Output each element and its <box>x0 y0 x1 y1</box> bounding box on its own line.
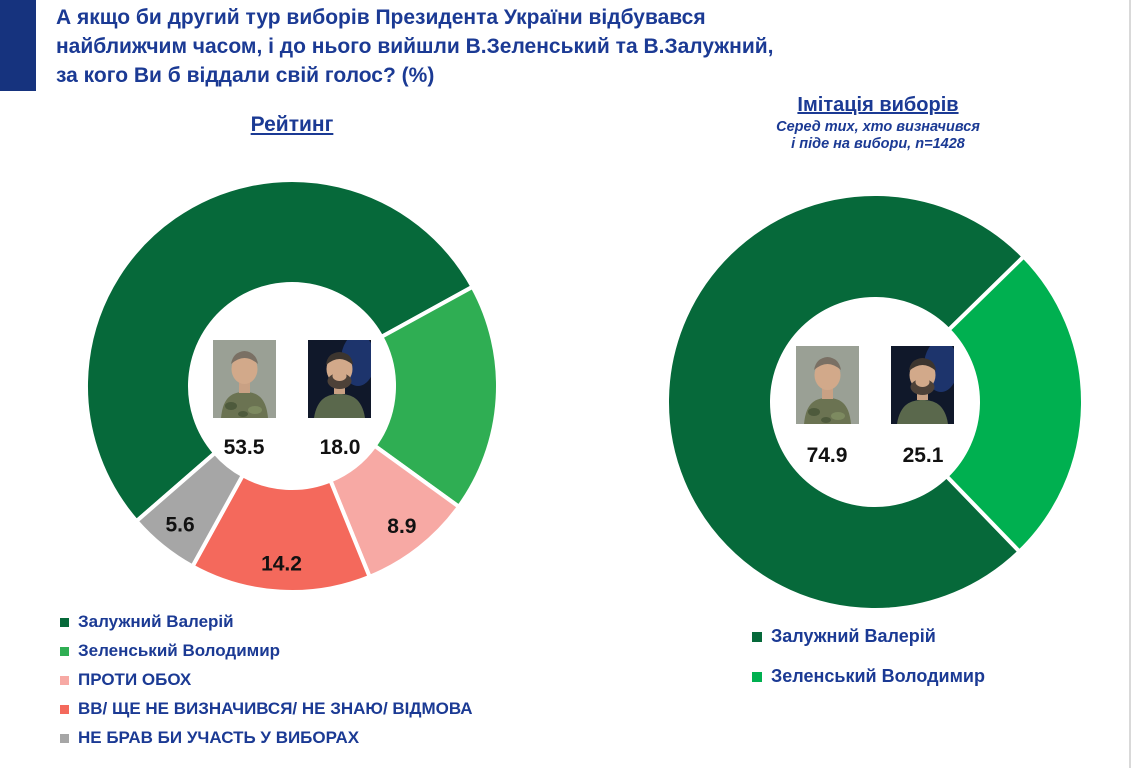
legend-label: НЕ БРАВ БИ УЧАСТЬ У ВИБОРАХ <box>78 728 360 747</box>
donut-slice <box>190 473 372 594</box>
chart-subtitle-line-2: і піде на вибори, n=1428 <box>791 136 965 152</box>
slice-value-label: 5.6 <box>165 513 194 536</box>
legend-rating: Залужний Валерій Зеленський Володимир ПРОТ… <box>60 612 473 757</box>
legend-item: НЕ БРАВ БИ УЧАСТЬ У ВИБОРАХ <box>60 728 473 748</box>
candidate-photos <box>82 340 502 418</box>
donut-slice <box>665 192 1026 612</box>
legend-label: Зеленський Володимир <box>771 666 985 686</box>
zelensky-photo <box>308 340 371 418</box>
donut-svg-imitation <box>665 192 1085 612</box>
chart-title-rating: Рейтинг <box>250 113 334 136</box>
page-title-line-1: А якщо би другий тур виборів Президента … <box>56 6 706 29</box>
donut-slice <box>84 178 475 524</box>
donut-chart-rating: 8.9 14.2 5.6 <box>82 172 502 600</box>
zaluzhnyi-photo <box>213 340 276 418</box>
donut-slice <box>944 254 1085 554</box>
page-title-line-2: найближчим часом, і до нього вийшли В.Зе… <box>56 35 774 58</box>
chart-title-imitation: Імітація виборів <box>797 94 959 116</box>
legend-imitation: Залужний Валерій Зеленський Володимир <box>752 626 985 706</box>
legend-item: ВВ/ ЩЕ НЕ ВИЗНАЧИВСЯ/ НЕ ЗНАЮ/ ВІДМОВА <box>60 699 473 719</box>
legend-label: ПРОТИ ОБОХ <box>78 670 192 689</box>
value-zelensky: 18.0 <box>319 436 361 459</box>
legend-swatch <box>60 704 69 714</box>
center-values-imitation: 74.9 25.1 <box>663 444 1087 468</box>
center-values-rating: 53.5 18.0 <box>82 436 502 460</box>
donut-svg-rating: 8.9 14.2 5.6 <box>84 178 500 594</box>
zelensky-photo <box>891 346 954 424</box>
legend-item: ПРОТИ ОБОХ <box>60 670 473 690</box>
legend-item: Залужний Валерій <box>60 612 473 632</box>
donut-slice <box>134 450 245 569</box>
legend-label: Залужний Валерій <box>771 626 936 646</box>
chart-subtitle-line-1: Серед тих, хто визначився <box>776 119 980 135</box>
legend-item: Зеленський Володимир <box>752 666 985 687</box>
legend-swatch <box>60 646 69 656</box>
legend-swatch <box>752 631 762 642</box>
legend-swatch <box>60 733 69 743</box>
zaluzhnyi-photo <box>796 346 859 424</box>
legend-label: ВВ/ ЩЕ НЕ ВИЗНАЧИВСЯ/ НЕ ЗНАЮ/ ВІДМОВА <box>78 699 473 718</box>
candidate-photos <box>663 346 1087 424</box>
legend-swatch <box>752 671 762 682</box>
legend-label: Зеленський Володимир <box>78 641 281 660</box>
value-zaluzhnyi: 74.9 <box>806 444 848 467</box>
donut-chart-imitation: 74.9 25.1 <box>663 188 1087 616</box>
value-zelensky: 25.1 <box>902 444 944 467</box>
legend-swatch <box>60 617 69 627</box>
legend-item: Зеленський Володимир <box>60 641 473 661</box>
page-title: А якщо би другий тур виборів Президента … <box>56 3 774 90</box>
legend-item: Залужний Валерій <box>752 626 985 647</box>
legend-label: Залужний Валерій <box>78 612 234 631</box>
slice-value-label: 8.9 <box>387 515 416 538</box>
legend-swatch <box>60 675 69 685</box>
blue-accent-bar <box>0 0 36 91</box>
value-zaluzhnyi: 53.5 <box>223 436 265 459</box>
slice-value-label: 14.2 <box>261 553 302 576</box>
page-title-line-3: за кого Ви б віддали свій голос? (%) <box>56 64 435 87</box>
donut-slice <box>372 284 500 509</box>
chart-header-imitation: Імітація виборів Серед тих, хто визначив… <box>663 94 1093 153</box>
